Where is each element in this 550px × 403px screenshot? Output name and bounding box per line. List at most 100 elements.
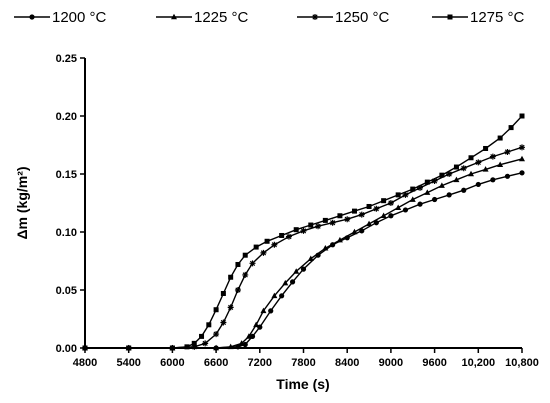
legend-marker bbox=[29, 14, 35, 20]
data-point bbox=[417, 184, 424, 191]
data-point bbox=[519, 155, 525, 162]
data-point bbox=[191, 343, 198, 350]
data-point bbox=[308, 222, 314, 228]
data-point bbox=[191, 340, 197, 346]
data-point bbox=[336, 236, 343, 243]
data-point bbox=[387, 200, 394, 206]
data-point bbox=[271, 292, 278, 299]
data-point bbox=[257, 324, 263, 330]
data-point bbox=[202, 340, 209, 347]
legend-item: 1200 °C bbox=[14, 9, 107, 26]
y-tick-label: 0.00 bbox=[56, 343, 77, 355]
data-point bbox=[460, 165, 467, 172]
data-point bbox=[402, 191, 409, 198]
data-point bbox=[468, 155, 474, 161]
data-point bbox=[184, 344, 190, 350]
x-tick-label: 7800 bbox=[291, 357, 315, 369]
data-point bbox=[300, 227, 307, 234]
data-point bbox=[475, 181, 481, 188]
data-point bbox=[417, 201, 423, 207]
x-tick-label: 10,200 bbox=[461, 357, 495, 369]
x-tick-label: 6000 bbox=[160, 357, 184, 369]
data-point bbox=[253, 244, 259, 250]
data-point bbox=[300, 266, 307, 272]
legend-item: 1225 °C bbox=[156, 9, 249, 26]
data-point bbox=[432, 196, 438, 203]
data-point bbox=[315, 223, 322, 230]
legend-marker bbox=[171, 13, 177, 20]
legend-marker bbox=[447, 14, 453, 20]
data-point bbox=[508, 125, 514, 131]
legend-item: 1250 °C bbox=[297, 9, 390, 26]
data-point bbox=[220, 319, 227, 326]
data-point bbox=[227, 304, 234, 311]
x-tick-label: 6600 bbox=[204, 357, 228, 369]
data-point bbox=[424, 189, 431, 195]
y-tick-label: 0.10 bbox=[56, 227, 77, 239]
legend-item: 1275 °C bbox=[432, 9, 525, 26]
y-tick-label: 0.05 bbox=[56, 285, 77, 297]
data-point bbox=[199, 333, 205, 339]
data-point bbox=[358, 211, 365, 218]
y-tick-label: 0.15 bbox=[56, 169, 77, 181]
data-point bbox=[289, 279, 296, 285]
data-point bbox=[322, 245, 329, 251]
data-point bbox=[337, 213, 343, 219]
data-point bbox=[242, 341, 248, 348]
data-point bbox=[489, 153, 496, 160]
axes bbox=[84, 58, 522, 349]
data-point bbox=[245, 333, 252, 339]
data-point bbox=[453, 164, 459, 170]
data-point bbox=[366, 203, 372, 209]
series-layer bbox=[82, 113, 525, 351]
data-point bbox=[285, 233, 292, 240]
data-point bbox=[431, 177, 438, 184]
x-tick-label: 8400 bbox=[335, 357, 359, 369]
data-point bbox=[359, 228, 365, 234]
x-tick-label: 9000 bbox=[379, 357, 403, 369]
data-point bbox=[293, 227, 299, 233]
data-point bbox=[504, 148, 511, 155]
data-point bbox=[468, 170, 475, 177]
data-point bbox=[351, 208, 357, 214]
data-point bbox=[395, 204, 402, 210]
data-point bbox=[238, 340, 245, 346]
ticks: 4800 5400 6000 6600 7200 7800 8400 9000 9600 10,2… bbox=[56, 53, 539, 369]
data-point bbox=[253, 321, 260, 328]
data-point bbox=[242, 271, 249, 278]
series-1250 bbox=[82, 144, 525, 351]
data-point bbox=[409, 196, 416, 202]
x-tick-label: 10,800 bbox=[505, 357, 539, 369]
data-point bbox=[388, 213, 394, 219]
x-tick-label: 4800 bbox=[73, 357, 97, 369]
data-point bbox=[380, 212, 387, 219]
data-point bbox=[504, 173, 511, 179]
legend-label: 1250 °C bbox=[335, 9, 390, 26]
y-tick-label: 0.20 bbox=[56, 111, 77, 123]
data-point bbox=[213, 331, 220, 338]
x-axis-title: Time (s) bbox=[276, 376, 329, 392]
series-line bbox=[85, 158, 523, 349]
data-point bbox=[497, 135, 503, 141]
data-point bbox=[446, 171, 453, 177]
data-point bbox=[279, 293, 285, 299]
data-point bbox=[410, 186, 416, 192]
data-point bbox=[264, 238, 270, 244]
data-point bbox=[490, 177, 496, 183]
data-point bbox=[519, 170, 525, 176]
x-tick-label: 9600 bbox=[422, 357, 446, 369]
data-point bbox=[519, 113, 525, 119]
data-point bbox=[461, 187, 467, 193]
data-point bbox=[497, 161, 504, 168]
data-point bbox=[402, 207, 409, 213]
x-tick-label: 7200 bbox=[248, 357, 272, 369]
x-tick-label: 5400 bbox=[116, 357, 140, 369]
legend-label: 1275 °C bbox=[470, 9, 525, 26]
legend-marker bbox=[312, 14, 318, 20]
data-point bbox=[234, 287, 241, 293]
data-point bbox=[260, 307, 267, 314]
data-point bbox=[438, 182, 445, 188]
data-point bbox=[293, 268, 300, 274]
data-point bbox=[344, 216, 351, 223]
